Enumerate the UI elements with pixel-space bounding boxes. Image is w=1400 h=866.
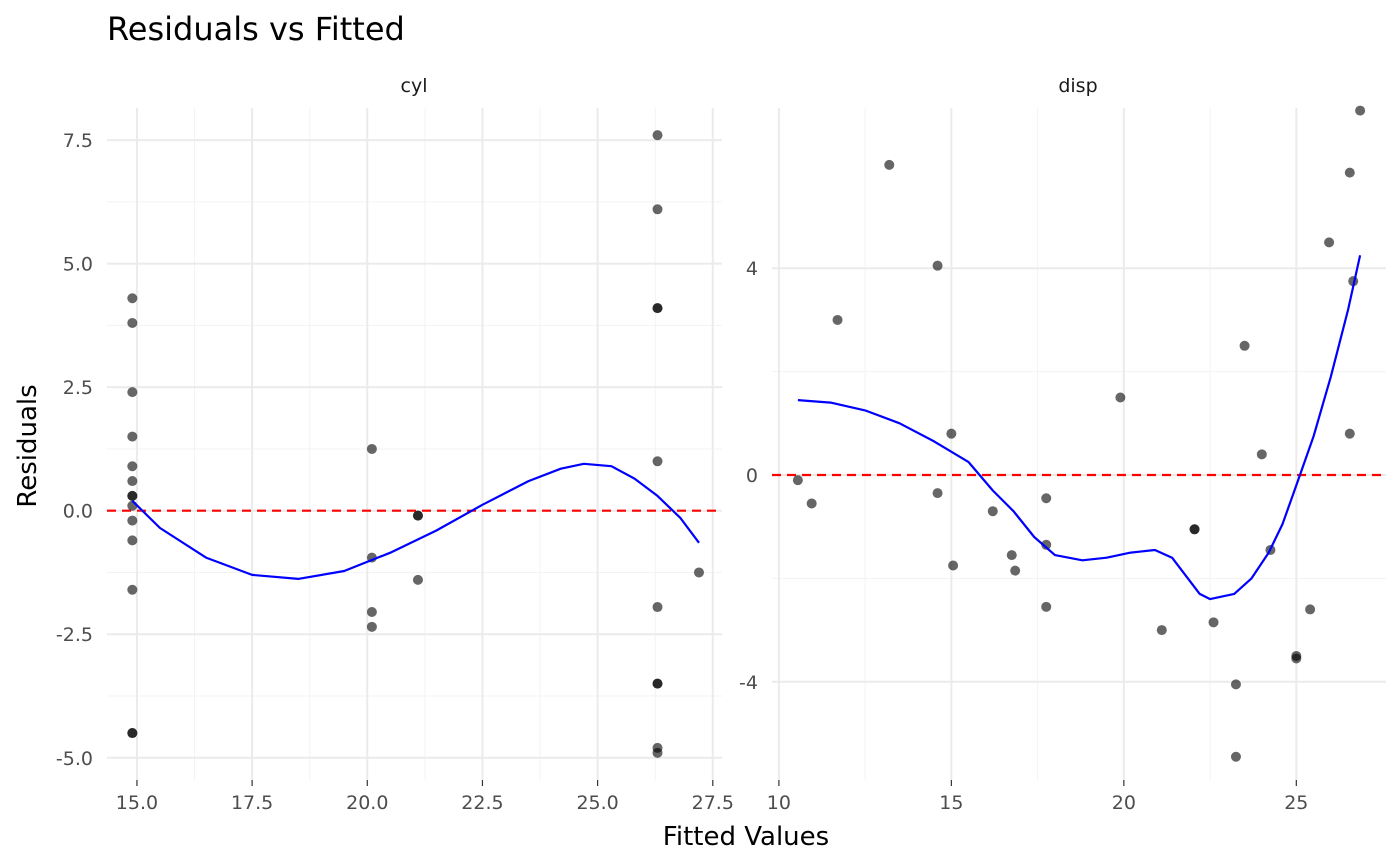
- residual-point: [127, 476, 138, 487]
- residual-point: [832, 314, 843, 325]
- y-tick-label: 0.0: [63, 501, 93, 523]
- x-tick-label: 20: [1112, 792, 1136, 814]
- smooth-curve: [131, 462, 700, 580]
- panel-disp-gridlines: [772, 108, 1386, 780]
- residual-point: [1344, 428, 1355, 439]
- residual-point: [652, 130, 663, 141]
- panel-disp-ticks: 10 15 20 25 -4 0 4: [739, 258, 1308, 814]
- residual-point: [1230, 679, 1241, 690]
- residual-point: [1344, 167, 1355, 178]
- residual-point: [412, 510, 423, 521]
- residual-point: [946, 428, 957, 439]
- x-tick-label: 22.5: [461, 792, 503, 814]
- x-axis-title: Fitted Values: [663, 822, 829, 852]
- smooth-curve: [797, 255, 1362, 601]
- residual-point: [652, 303, 663, 314]
- x-tick-label: 25: [1284, 792, 1308, 814]
- y-tick-label: -4: [739, 672, 758, 694]
- residual-point: [652, 678, 663, 689]
- y-tick-label: 2.5: [63, 377, 93, 399]
- panel-disp-points: [792, 105, 1366, 762]
- x-tick-label: 20.0: [346, 792, 388, 814]
- residual-point: [792, 475, 803, 486]
- residual-point: [127, 515, 138, 526]
- residual-point: [1230, 751, 1241, 762]
- x-tick-label: 15.0: [116, 792, 158, 814]
- residual-point: [1006, 550, 1017, 561]
- y-tick-label: -5.0: [56, 748, 93, 770]
- residual-point: [127, 584, 138, 595]
- panel-cyl-ticks: 15.0 17.5 20.0 22.5 25.0 27.5 -5.0 -2.5 0.0 2.5 5.…: [56, 130, 734, 814]
- residual-point: [1324, 237, 1335, 248]
- residual-point: [127, 461, 138, 472]
- residual-point: [987, 506, 998, 517]
- residual-point: [932, 260, 943, 271]
- residual-point: [1305, 604, 1316, 615]
- residual-point: [948, 560, 959, 571]
- residual-point: [127, 535, 138, 546]
- residual-point: [1041, 539, 1052, 550]
- residual-point: [652, 602, 663, 613]
- residual-point: [127, 317, 138, 328]
- panel-disp: 10 15 20 25 -4 0 4 disp: [739, 75, 1386, 814]
- residual-point: [652, 747, 663, 758]
- residual-point: [806, 498, 817, 509]
- panel-disp-strip-label: disp: [1058, 75, 1097, 97]
- x-tick-label: 15: [939, 792, 963, 814]
- residual-point: [127, 387, 138, 398]
- residual-point: [366, 607, 377, 617]
- residual-point: [1041, 493, 1052, 504]
- residual-point: [693, 567, 704, 578]
- x-tick-label: 25.0: [576, 792, 618, 814]
- residual-point: [366, 621, 377, 632]
- residual-point: [1256, 449, 1267, 460]
- y-tick-label: 0: [746, 465, 758, 487]
- residual-point: [127, 431, 138, 442]
- y-tick-label: 7.5: [63, 130, 93, 152]
- residual-point: [884, 159, 895, 170]
- panel-cyl-points: [127, 130, 704, 758]
- residual-point: [1239, 340, 1250, 351]
- residual-point: [127, 490, 138, 501]
- x-tick-label: 27.5: [692, 792, 734, 814]
- residual-point: [652, 456, 663, 467]
- residual-point: [1010, 565, 1021, 576]
- panel-cyl: 15.0 17.5 20.0 22.5 25.0 27.5 -5.0 -2.5 0.0 2.5 5.…: [56, 75, 734, 814]
- residual-point: [1189, 524, 1200, 535]
- residual-point: [127, 728, 138, 739]
- residual-point: [1208, 617, 1219, 628]
- y-tick-label: 4: [746, 258, 758, 280]
- panel-disp-smooth: [797, 255, 1362, 601]
- panel-cyl-smooth: [131, 462, 700, 580]
- residual-point: [652, 204, 663, 215]
- x-tick-label: 10: [767, 792, 791, 814]
- residual-point: [1041, 601, 1052, 612]
- panel-cyl-strip-label: cyl: [401, 75, 428, 97]
- residual-point: [366, 443, 377, 454]
- y-axis-title: Residuals: [13, 384, 43, 507]
- chart-title: Residuals vs Fitted: [107, 10, 405, 48]
- residual-point: [1355, 105, 1366, 116]
- residual-point: [932, 488, 943, 499]
- y-tick-label: 5.0: [63, 254, 93, 276]
- y-tick-label: -2.5: [56, 624, 93, 646]
- residual-point: [127, 293, 138, 304]
- x-tick-label: 17.5: [231, 792, 273, 814]
- panel-cyl-gridlines: [107, 108, 722, 780]
- residual-point: [1156, 625, 1167, 636]
- residual-point: [412, 574, 423, 585]
- residual-point: [1291, 653, 1302, 664]
- residual-point: [1115, 392, 1126, 403]
